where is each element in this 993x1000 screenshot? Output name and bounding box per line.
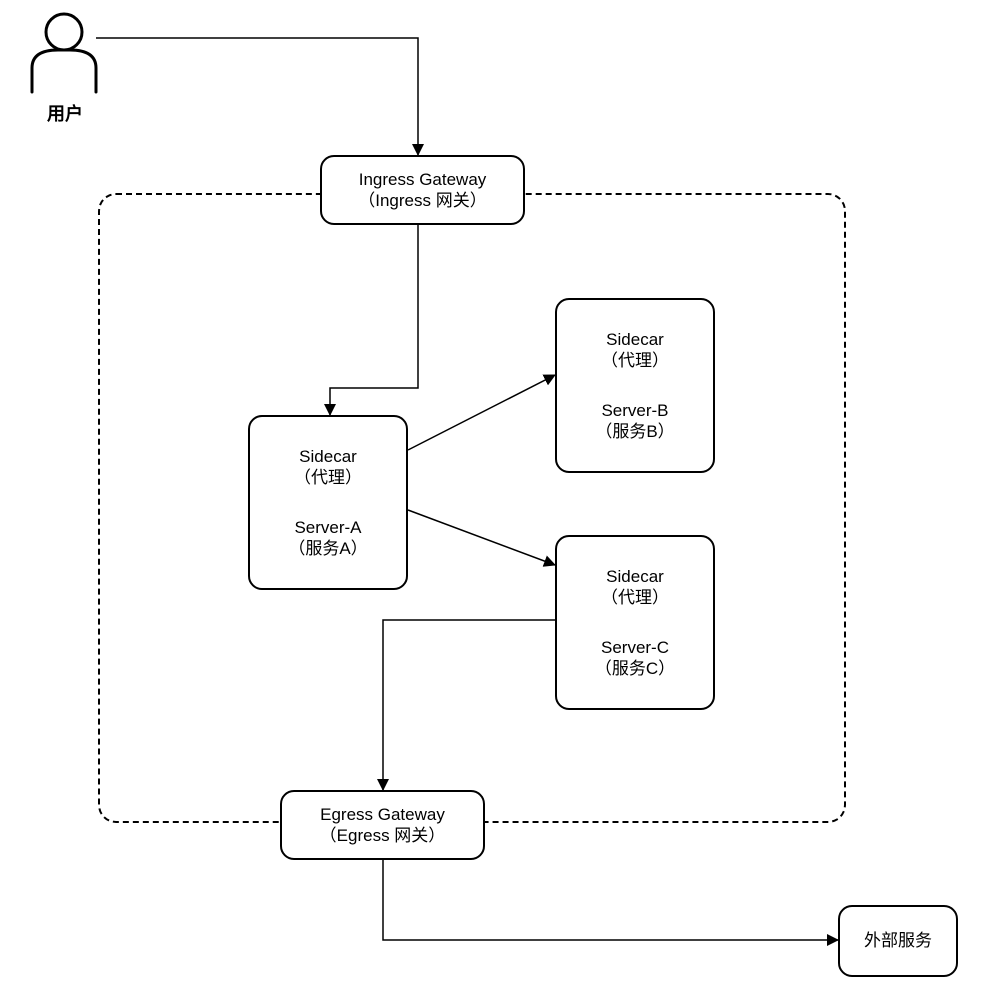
node-external-service: 外部服务 (838, 905, 958, 977)
mesh-boundary (98, 193, 846, 823)
podB-sidecar-line1: Sidecar (606, 329, 664, 350)
podA-sidecar-line1: Sidecar (299, 446, 357, 467)
podB-server-line1: Server-B (601, 400, 668, 421)
edge-user-to-ingress (96, 38, 418, 155)
podC-server-line1: Server-C (601, 637, 669, 658)
diagram-canvas: 用户 Ingress Gateway （Ingress 网关） Egress G… (0, 0, 993, 1000)
podC-server-line2: （服务C） (595, 658, 675, 679)
node-ingress-gateway: Ingress Gateway （Ingress 网关） (320, 155, 525, 225)
ingress-line2: （Ingress 网关） (358, 190, 486, 211)
podA-sidecar-line2: （代理） (294, 467, 362, 488)
ingress-line1: Ingress Gateway (359, 169, 487, 190)
user-icon (32, 14, 96, 92)
egress-line1: Egress Gateway (320, 804, 445, 825)
podC-sidecar-line2: （代理） (601, 587, 669, 608)
podB-sidecar-line2: （代理） (601, 350, 669, 371)
node-pod-a: Sidecar （代理） Server-A （服务A） (248, 415, 408, 590)
user-label: 用户 (40, 100, 90, 126)
node-pod-c: Sidecar （代理） Server-C （服务C） (555, 535, 715, 710)
podA-server-line1: Server-A (294, 517, 361, 538)
podB-server-line2: （服务B） (595, 421, 674, 442)
podC-sidecar-line1: Sidecar (606, 566, 664, 587)
egress-line2: （Egress 网关） (320, 825, 446, 846)
external-line1: 外部服务 (864, 930, 932, 951)
podA-server-line2: （服务A） (288, 538, 367, 559)
node-pod-b: Sidecar （代理） Server-B （服务B） (555, 298, 715, 473)
edge-egress-to-external (383, 860, 838, 940)
node-egress-gateway: Egress Gateway （Egress 网关） (280, 790, 485, 860)
